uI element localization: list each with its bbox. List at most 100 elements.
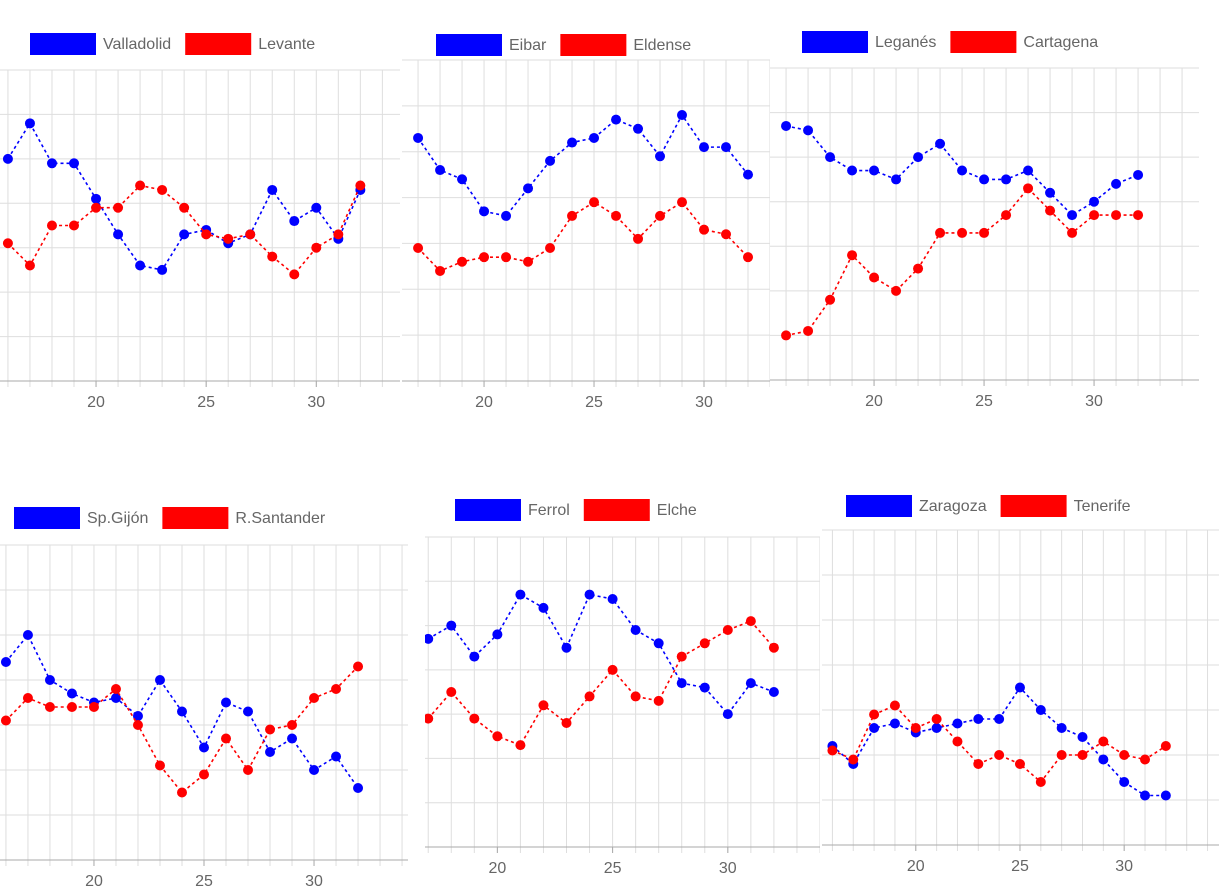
- data-point: [157, 184, 168, 195]
- data-point: [135, 260, 146, 271]
- plot-area: [822, 529, 1219, 851]
- legend-label: Levante: [258, 36, 315, 53]
- data-point: [1014, 682, 1025, 693]
- plot-area: [0, 69, 400, 387]
- data-point: [699, 224, 710, 235]
- data-point: [847, 165, 858, 176]
- data-point: [353, 783, 364, 793]
- data-point: [501, 210, 512, 221]
- data-point: [677, 110, 688, 121]
- data-point: [1035, 777, 1046, 787]
- series-line: [427, 620, 775, 747]
- data-point: [221, 697, 232, 708]
- legend-swatch: [455, 499, 521, 521]
- legend-swatch: [802, 31, 868, 53]
- legend-label: Sp.Gijón: [87, 510, 148, 527]
- data-point: [655, 151, 666, 162]
- data-point: [24, 118, 35, 129]
- data-point: [199, 769, 209, 780]
- data-point: [653, 638, 664, 649]
- x-tick-label: 20: [475, 394, 493, 411]
- data-point: [46, 158, 57, 169]
- data-point: [1077, 732, 1088, 742]
- data-point: [243, 765, 254, 775]
- data-point: [1056, 723, 1067, 733]
- data-point: [110, 684, 121, 694]
- data-point: [1119, 777, 1130, 787]
- data-point: [1111, 210, 1122, 221]
- data-point: [44, 675, 55, 685]
- series-line: [427, 593, 775, 716]
- data-point: [545, 243, 556, 254]
- data-point: [722, 709, 733, 720]
- legend-swatch: [14, 507, 80, 529]
- data-point: [176, 787, 187, 798]
- data-point: [973, 714, 984, 724]
- data-point: [287, 720, 298, 730]
- data-point: [743, 252, 754, 263]
- data-point: [501, 252, 512, 263]
- data-point: [91, 202, 102, 213]
- data-point: [113, 202, 124, 213]
- legend-swatch: [30, 33, 96, 55]
- series-line: [5, 665, 359, 794]
- data-point: [935, 138, 946, 149]
- x-tick-label: 20: [865, 393, 883, 410]
- legend-label: Eibar: [509, 37, 547, 54]
- data-point: [523, 256, 534, 267]
- data-point: [1140, 754, 1151, 765]
- data-point: [1140, 790, 1151, 801]
- data-point: [745, 616, 756, 627]
- data-point: [722, 625, 733, 635]
- data-point: [699, 142, 710, 153]
- data-point: [287, 733, 298, 744]
- x-tick-label: 25: [195, 873, 213, 886]
- data-point: [825, 152, 836, 163]
- data-point: [1089, 210, 1100, 221]
- data-point: [435, 165, 446, 176]
- data-point: [1045, 205, 1056, 216]
- data-point: [1160, 790, 1171, 801]
- data-point: [869, 723, 880, 733]
- data-point: [891, 285, 902, 296]
- data-point: [630, 691, 641, 702]
- data-point: [46, 220, 57, 231]
- data-point: [154, 675, 165, 685]
- legend-label: Zaragoza: [919, 498, 987, 515]
- data-point: [267, 251, 278, 262]
- data-point: [223, 233, 234, 244]
- legend-label: Cartagena: [1023, 34, 1098, 51]
- data-point: [655, 210, 666, 221]
- x-tick-label: 20: [907, 858, 925, 875]
- data-point: [0, 657, 11, 667]
- plot-area: [425, 536, 820, 853]
- data-point: [0, 715, 11, 726]
- series-line: [7, 184, 362, 276]
- data-point: [768, 642, 779, 653]
- data-point: [538, 700, 549, 711]
- data-point: [289, 216, 300, 227]
- data-point: [567, 137, 578, 148]
- data-point: [523, 183, 534, 194]
- x-tick-label: 25: [1011, 858, 1029, 875]
- chart-panel: 20 25 30 Valladolid Levante: [0, 33, 400, 411]
- data-point: [1089, 196, 1100, 207]
- data-point: [699, 682, 710, 693]
- legend-label: Leganés: [875, 34, 936, 51]
- chart-panel: 20 25 30 Eibar Eldense: [402, 34, 770, 411]
- data-point: [515, 740, 526, 751]
- data-point: [1098, 736, 1109, 747]
- data-point: [584, 589, 595, 600]
- data-point: [653, 695, 664, 706]
- x-tick-label: 30: [719, 860, 737, 877]
- data-point: [22, 630, 33, 640]
- data-point: [265, 747, 276, 757]
- data-point: [891, 174, 902, 185]
- data-point: [446, 687, 457, 697]
- data-point: [994, 750, 1005, 760]
- data-point: [66, 702, 77, 712]
- data-point: [1056, 750, 1067, 760]
- data-point: [1001, 174, 1012, 185]
- data-point: [91, 193, 102, 204]
